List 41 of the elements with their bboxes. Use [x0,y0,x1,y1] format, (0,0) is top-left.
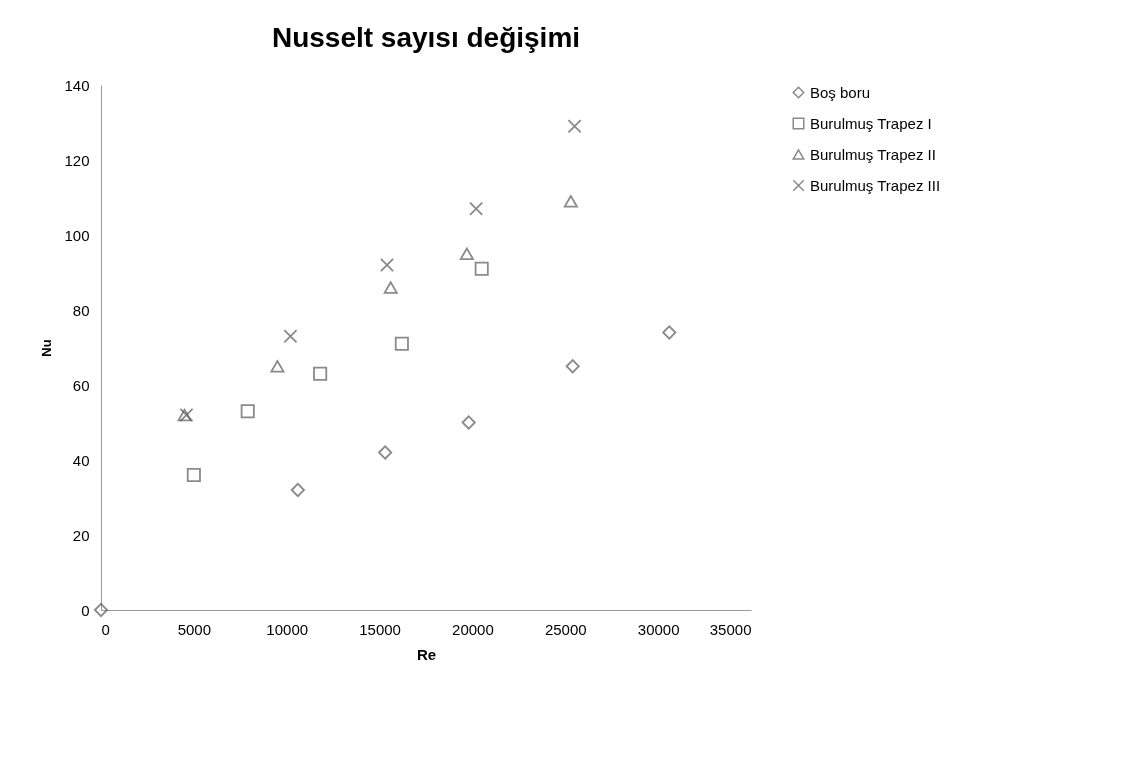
point [565,359,580,374]
x-axis-title: Re [416,645,437,663]
x-tick-label: 25000 [544,620,587,638]
x-tick-label: 20000 [452,620,494,638]
point [383,281,398,294]
y-tick-label: 20 [72,526,90,544]
legend-label: Boş boru [810,83,871,101]
point [186,467,201,483]
x-tick-label: 10000 [266,620,309,638]
legend-label: Burulmuş Trapez I [810,114,932,132]
y-tick-label: 140 [64,76,90,94]
y-tick-label: 80 [72,301,90,319]
point [240,404,255,419]
point [313,366,328,381]
y-tick-label: 60 [72,376,90,394]
point [474,261,489,276]
point [290,482,305,498]
point [394,336,409,351]
x-tick-label: 5000 [177,620,212,638]
point [662,325,677,340]
y-axis-title: Nu [39,339,55,357]
point [283,329,298,344]
point [567,119,582,134]
x-tick-label: 0 [101,620,110,638]
legend-label: Burulmuş Trapez II [810,145,936,163]
y-tick-label: 120 [64,151,90,169]
legend-label: Burulmuş Trapez III [810,176,941,194]
y-tick-label: 40 [72,451,90,469]
x-tick-label: 30000 [637,620,680,638]
point [93,602,109,618]
point [270,360,285,373]
x-tick-label: 15000 [359,620,401,638]
y-tick-label: 0 [81,601,90,619]
point [461,415,476,430]
point [469,201,484,216]
chart-title: Nusselt sayısı değişimi [271,22,581,53]
point [378,445,393,460]
point [563,195,578,208]
y-tick-label: 100 [64,226,90,244]
point [459,247,474,260]
x-tick-label: 35000 [709,620,752,638]
